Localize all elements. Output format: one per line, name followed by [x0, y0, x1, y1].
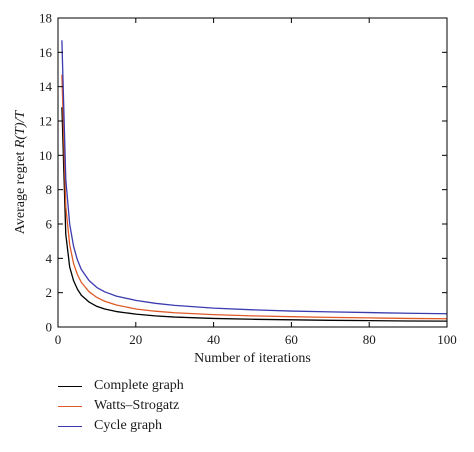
- legend-swatch: [58, 385, 82, 387]
- series-line-complete-graph: [61, 107, 448, 322]
- plot-lines: [61, 40, 448, 322]
- y-tick-label: 18: [39, 11, 52, 26]
- y-tick-label: 12: [39, 114, 52, 129]
- legend-label: Watts–Strogatz: [94, 398, 180, 413]
- line-chart: 0 20 40 60 80 100 0 2 4 6 8 10 12 14 16 18 Number of it…: [13, 11, 457, 367]
- y-tick-label: 10: [39, 148, 52, 163]
- x-tick-label: 60: [285, 332, 298, 347]
- y-tick-label: 16: [39, 45, 53, 60]
- legend: Complete graph Watts–Strogatz Cycle graph: [58, 376, 184, 436]
- y-tick-label: 4: [46, 251, 53, 266]
- y-axis-label-italic: R(T)/T: [13, 110, 28, 150]
- plot-frame: [57, 17, 448, 328]
- x-tick-label: 40: [207, 332, 220, 347]
- x-tick-label: 80: [363, 332, 376, 347]
- x-tick-label: 20: [129, 332, 142, 347]
- series-line-watts-strogatz: [61, 74, 448, 320]
- legend-label: Complete graph: [94, 378, 184, 393]
- y-tick-label: 8: [46, 182, 53, 197]
- x-axis-label: Number of iterations: [194, 351, 311, 366]
- legend-item: Complete graph: [58, 376, 184, 396]
- series-line-cycle-graph: [61, 40, 448, 315]
- x-tick-label: 100: [437, 332, 457, 347]
- legend-swatch: [58, 425, 82, 427]
- y-tick-label: 6: [46, 217, 53, 232]
- y-tick-label: 14: [39, 79, 53, 94]
- y-tick-label: 2: [46, 285, 53, 300]
- axis-ticks: 0 20 40 60 80 100 0 2 4 6 8 10 12 14 16 18: [39, 11, 457, 348]
- legend-item: Cycle graph: [58, 416, 184, 436]
- legend-label: Cycle graph: [94, 418, 163, 433]
- y-axis-label-text: Average regret: [13, 148, 28, 234]
- y-tick-label: 0: [46, 320, 53, 335]
- legend-item: Watts–Strogatz: [58, 396, 184, 416]
- x-tick-label: 0: [55, 332, 62, 347]
- y-axis-label: Average regret R(T)/T: [13, 110, 28, 235]
- legend-swatch: [58, 405, 82, 407]
